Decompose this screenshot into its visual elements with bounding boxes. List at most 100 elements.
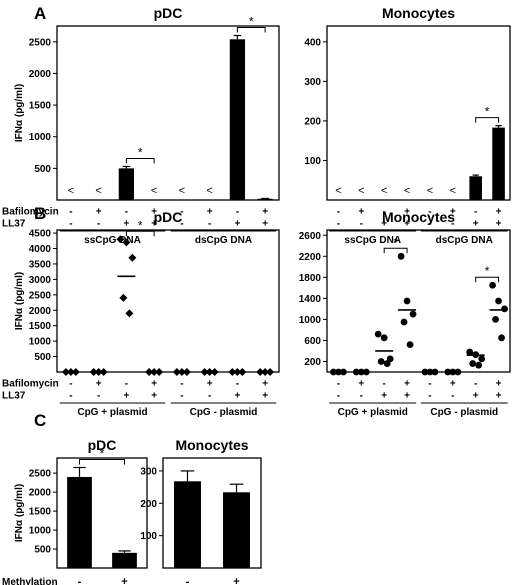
data-point bbox=[89, 368, 98, 376]
bafilomycin-sign: - bbox=[180, 379, 183, 390]
ll37-sign: + bbox=[381, 391, 387, 402]
panel-letter-b: B bbox=[34, 204, 46, 223]
ll37-sign: - bbox=[337, 391, 340, 402]
plot-frame bbox=[56, 457, 148, 569]
y-tick-label: 500 bbox=[34, 352, 51, 363]
y-tick-label: 100 bbox=[140, 531, 157, 542]
below-detection-mark: < bbox=[404, 185, 410, 197]
plot-frame bbox=[162, 457, 262, 569]
data-point bbox=[444, 368, 452, 376]
bafilomycin-sign: - bbox=[125, 207, 128, 218]
y-tick-label: 100 bbox=[304, 156, 321, 167]
below-detection-mark: < bbox=[95, 185, 101, 197]
data-point bbox=[501, 305, 508, 313]
below-detection-mark: < bbox=[335, 185, 341, 197]
below-detection-mark: < bbox=[427, 185, 433, 197]
ll37-sign: + bbox=[473, 219, 479, 230]
bar bbox=[223, 492, 250, 568]
y-tick-label: 1000 bbox=[29, 337, 52, 348]
y-axis-label: IFNα (pg/ml) bbox=[14, 272, 25, 330]
ll37-sign: + bbox=[151, 219, 157, 230]
data-point bbox=[66, 368, 75, 376]
data-point bbox=[205, 368, 214, 376]
data-point bbox=[61, 368, 70, 376]
group-label: CpG + plasmid bbox=[77, 407, 147, 418]
y-tick-label: 1800 bbox=[299, 273, 322, 284]
y-tick-label: 2500 bbox=[29, 469, 52, 480]
data-point bbox=[238, 368, 247, 376]
ll37-sign: - bbox=[360, 391, 363, 402]
ll37-sign: - bbox=[428, 391, 431, 402]
bafilomycin-sign: + bbox=[358, 379, 364, 390]
group-label: dsCpG DNA bbox=[195, 235, 252, 246]
ll37-sign: + bbox=[473, 391, 479, 402]
data-point bbox=[94, 368, 103, 376]
y-tick-label: 3000 bbox=[29, 275, 52, 286]
data-point bbox=[352, 368, 360, 376]
methylation-sign: + bbox=[233, 576, 239, 585]
bafilomycin-sign: + bbox=[404, 207, 410, 218]
y-tick-label: 1400 bbox=[299, 294, 322, 305]
data-point bbox=[145, 368, 154, 376]
significance-star: * bbox=[485, 105, 490, 119]
y-tick-label: 500 bbox=[34, 164, 51, 175]
bafilomycin-sign: - bbox=[383, 379, 386, 390]
y-tick-label: 200 bbox=[140, 499, 157, 510]
bafilomycin-sign: + bbox=[262, 379, 268, 390]
chart-title: pDC bbox=[154, 209, 183, 225]
data-point bbox=[469, 360, 477, 367]
bafilomycin-sign: - bbox=[236, 207, 239, 218]
ll37-sign: - bbox=[69, 391, 72, 402]
data-point bbox=[380, 334, 388, 342]
data-point bbox=[421, 368, 429, 376]
y-axis-label: IFNα (pg/ml) bbox=[14, 484, 25, 542]
y-tick-label: 1500 bbox=[29, 321, 52, 332]
ll37-sign: - bbox=[428, 219, 431, 230]
bafilomycin-sign: - bbox=[337, 207, 340, 218]
data-point bbox=[357, 368, 365, 376]
data-point bbox=[478, 355, 486, 363]
significance-star: * bbox=[100, 446, 105, 460]
data-point bbox=[71, 368, 80, 376]
data-point bbox=[492, 316, 499, 323]
bar bbox=[174, 481, 201, 568]
bafilomycin-sign: - bbox=[69, 379, 72, 390]
ll37-sign: - bbox=[208, 391, 211, 402]
chart-title: pDC bbox=[154, 5, 183, 21]
data-point bbox=[495, 297, 502, 305]
y-tick-label: 300 bbox=[304, 77, 321, 88]
methylation-sign: - bbox=[186, 576, 190, 585]
significance-star: * bbox=[138, 218, 143, 232]
group-label: CpG + plasmid bbox=[338, 407, 408, 418]
data-point bbox=[454, 368, 462, 376]
data-point bbox=[122, 238, 131, 247]
y-tick-label: 1000 bbox=[29, 526, 52, 537]
data-point bbox=[330, 368, 337, 376]
ll37-sign: + bbox=[123, 219, 129, 230]
plot-frame bbox=[56, 25, 280, 201]
bar bbox=[257, 198, 273, 200]
y-tick-label: 2500 bbox=[29, 37, 52, 48]
ll37-sign: + bbox=[262, 391, 268, 402]
significance-star: * bbox=[393, 235, 398, 249]
panel-letter-c: C bbox=[34, 411, 46, 430]
chart-c-pdc: pDC 500 1000 1500 2000 2500 IFNα (pg/ml) * Methy… bbox=[2, 437, 148, 585]
data-point bbox=[400, 318, 408, 326]
below-detection-mark: < bbox=[381, 185, 387, 197]
bafilomycin-sign: - bbox=[125, 379, 128, 390]
y-tick-label: 2000 bbox=[29, 69, 52, 80]
bafilomycin-sign: + bbox=[151, 207, 157, 218]
bar bbox=[229, 39, 246, 200]
row-label-bafilomycin: Bafilomycin bbox=[2, 207, 59, 218]
y-tick-label: 2200 bbox=[299, 252, 322, 263]
y-tick-label: 2500 bbox=[29, 290, 52, 301]
data-point bbox=[397, 252, 405, 260]
ll37-sign: + bbox=[496, 391, 502, 402]
ll37-sign: + bbox=[381, 219, 387, 230]
bafilomycin-sign: + bbox=[358, 207, 364, 218]
data-point bbox=[475, 361, 483, 369]
ll37-sign: - bbox=[337, 219, 340, 230]
data-point bbox=[177, 368, 186, 376]
